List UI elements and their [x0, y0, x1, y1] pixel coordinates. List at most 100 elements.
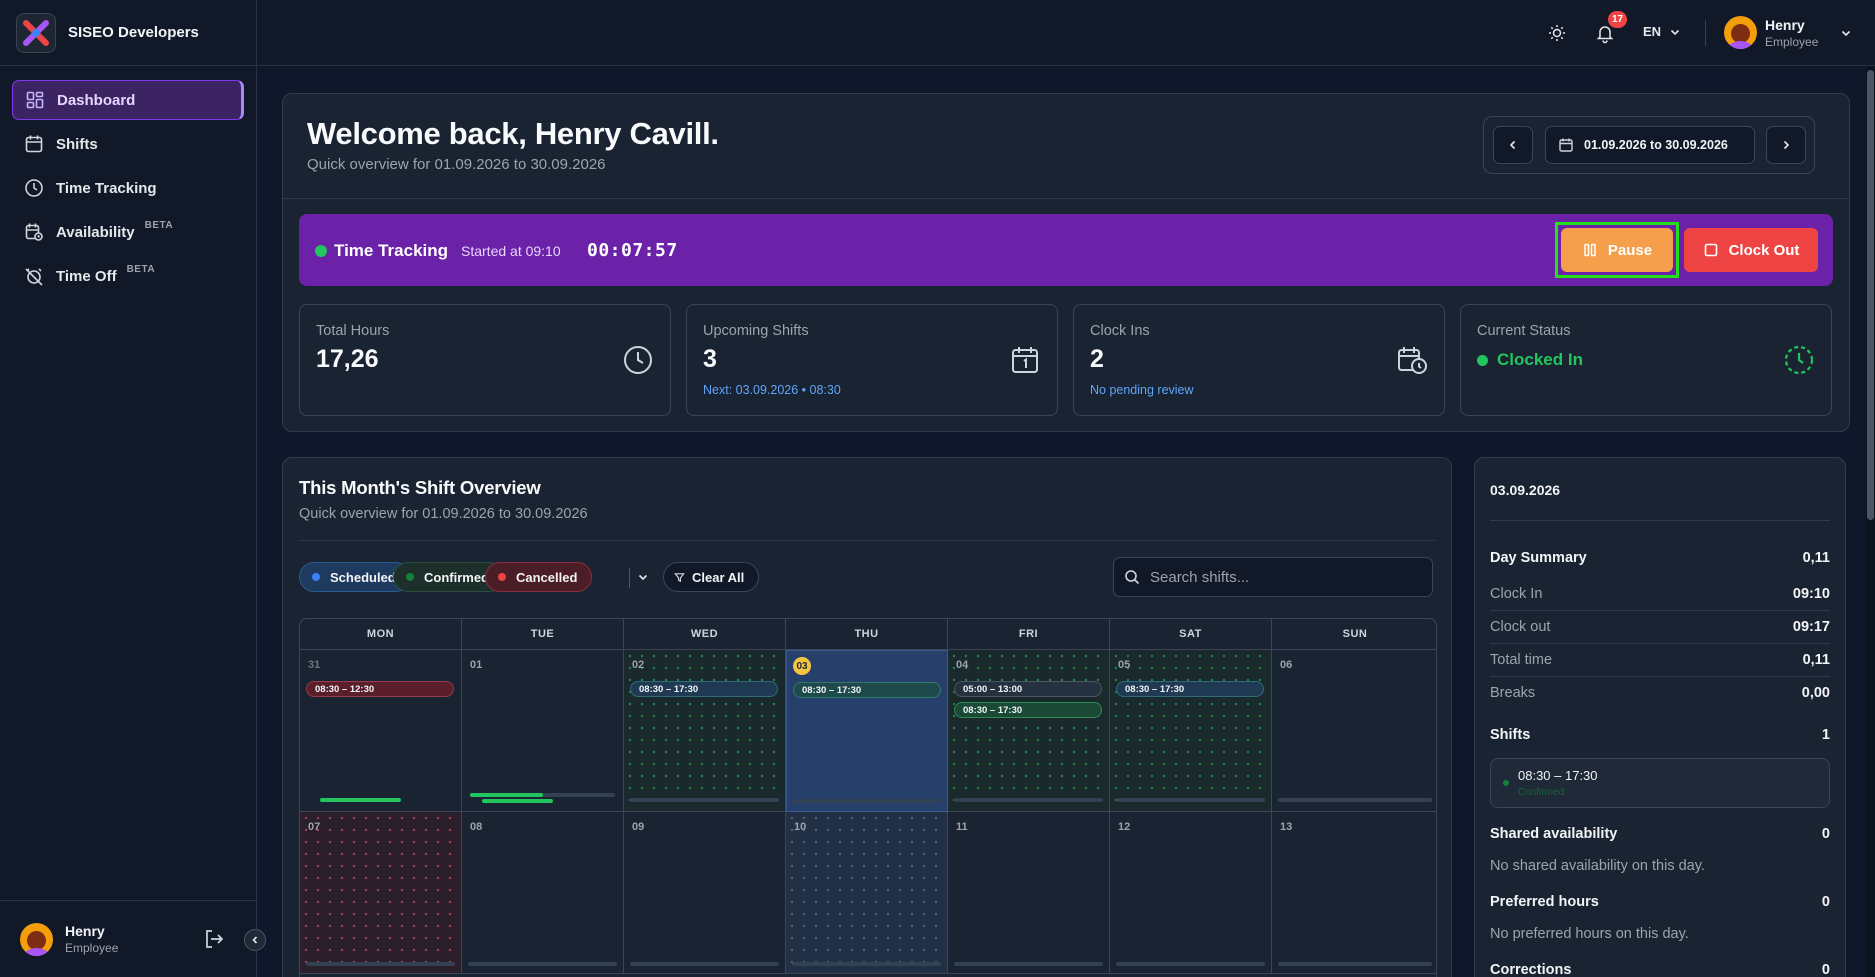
- search-input[interactable]: Search shifts...: [1113, 557, 1433, 597]
- theme-toggle-icon[interactable]: [1546, 22, 1568, 44]
- language-selector[interactable]: EN: [1643, 24, 1681, 39]
- stat-label: Total Hours: [316, 323, 390, 339]
- grid-icon: [26, 91, 44, 109]
- weekday-header: TUE: [462, 619, 624, 650]
- bell-icon[interactable]: [1594, 22, 1616, 44]
- shift-pill[interactable]: 08:30 – 17:30: [1116, 681, 1264, 697]
- shift-pill[interactable]: 05:00 – 13:00: [954, 681, 1102, 697]
- timeline-bar: [468, 962, 617, 966]
- date-range-picker[interactable]: 01.09.2026 to 30.09.2026: [1545, 126, 1755, 164]
- status-dot: [1477, 354, 1488, 366]
- shift-pill[interactable]: 08:30 – 17:30: [630, 681, 778, 697]
- day-number: 07: [308, 821, 321, 833]
- stat-label: Upcoming Shifts: [703, 323, 809, 339]
- avatar[interactable]: [20, 922, 53, 956]
- calendar-day[interactable]: 04 05:00 – 13:00 08:30 – 17:30: [948, 650, 1110, 812]
- prev-range-button[interactable]: [1493, 126, 1533, 164]
- timeline-bar: [1278, 962, 1432, 966]
- user-role: Employee: [1765, 34, 1819, 49]
- shift-pill[interactable]: 08:30 – 17:30: [954, 702, 1102, 718]
- divider: [283, 198, 1849, 199]
- weekday-header: FRI: [948, 619, 1110, 650]
- day-number: 05: [1118, 659, 1131, 671]
- calendar-day[interactable]: 12: [1110, 812, 1272, 974]
- calendar-day[interactable]: 01: [462, 650, 624, 812]
- row-label: Clock out: [1490, 619, 1551, 635]
- welcome-subtitle: Quick overview for 01.09.2026 to 30.09.2…: [307, 156, 606, 173]
- stat-note: Next: 03.09.2026 • 08:30: [703, 383, 841, 397]
- brand[interactable]: SISEO Developers: [0, 0, 256, 66]
- stat-value: 2: [1090, 345, 1104, 373]
- sidebar-item-shifts[interactable]: Shifts: [12, 124, 244, 164]
- calendar-day[interactable]: 11: [948, 812, 1110, 974]
- weekday-header: WED: [624, 619, 786, 650]
- chevron-down-icon: [1842, 30, 1851, 36]
- day-number: 06: [1280, 659, 1293, 671]
- shared-note: No shared availability on this day.: [1490, 858, 1705, 874]
- calendar-day-today[interactable]: 03 08:30 – 17:30: [786, 650, 948, 812]
- weekday-header: THU: [786, 619, 948, 650]
- filter-cancelled[interactable]: Cancelled: [485, 562, 593, 592]
- timeline-bar: [792, 962, 941, 966]
- stat-upcoming-shifts: Upcoming Shifts 3 Next: 03.09.2026 • 08:…: [686, 304, 1058, 416]
- calendar-day[interactable]: 13: [1272, 812, 1436, 974]
- shift-pill[interactable]: 08:30 – 17:30: [793, 682, 941, 698]
- user-menu[interactable]: Henry Employee: [1724, 16, 1852, 49]
- collapse-sidebar-button[interactable]: [244, 929, 266, 951]
- status-dot: [406, 573, 414, 581]
- stat-value: 17,26: [316, 345, 379, 373]
- weekday-header: SUN: [1272, 619, 1436, 650]
- sidebar-item-availability[interactable]: Availability BETA: [12, 212, 244, 252]
- row-label: Preferred hours: [1490, 894, 1599, 910]
- day-number: 09: [632, 821, 645, 833]
- timeline-bar: [630, 962, 779, 966]
- shift-pill[interactable]: 08:30 – 12:30: [306, 681, 454, 697]
- scrollbar-track[interactable]: [1866, 66, 1875, 977]
- row-value: 0: [1821, 894, 1830, 910]
- overview-subtitle: Quick overview for 01.09.2026 to 30.09.2…: [299, 506, 588, 522]
- calendar-day[interactable]: 08: [462, 812, 624, 974]
- sidebar-item-dashboard[interactable]: Dashboard: [12, 80, 244, 120]
- sidebar-item-time-off[interactable]: Time Off BETA: [12, 256, 244, 296]
- stat-current-status: Current Status Clocked In: [1460, 304, 1832, 416]
- calendar-day[interactable]: 10: [786, 812, 948, 974]
- day-number: 12: [1118, 821, 1131, 833]
- row-value: 09:17: [1792, 619, 1830, 635]
- welcome-card: Welcome back, Henry Cavill. Quick overvi…: [282, 93, 1850, 432]
- calendar-clock-icon: [25, 223, 43, 241]
- timeline-bar: [320, 798, 401, 802]
- sidebar-nav: Dashboard Shifts Time Tracking Availabil…: [0, 66, 256, 314]
- calendar-day[interactable]: 02 08:30 – 17:30: [624, 650, 786, 812]
- weekday-header: SAT: [1110, 619, 1272, 650]
- chevron-down-icon[interactable]: [637, 571, 649, 583]
- status-dot: [1503, 780, 1509, 786]
- day-summary-panel: 03.09.2026 Day Summary 0,11 Clock In 09:…: [1474, 457, 1846, 977]
- row-value: 0,11: [1802, 652, 1830, 668]
- pause-button[interactable]: Pause: [1561, 228, 1673, 272]
- row-value: 1: [1821, 727, 1830, 743]
- clock-icon: [25, 179, 43, 197]
- timeline-bar-worked: [470, 793, 543, 797]
- tracking-started: Started at 09:10: [461, 243, 561, 259]
- row-label: Shifts: [1490, 727, 1531, 743]
- brand-name: SISEO Developers: [68, 24, 199, 41]
- sidebar-item-time-tracking[interactable]: Time Tracking: [12, 168, 244, 208]
- scrollbar-thumb[interactable]: [1867, 70, 1874, 520]
- calendar-day[interactable]: 06: [1272, 650, 1436, 812]
- filter-separator: [629, 568, 630, 588]
- time-tracking-banner: Time Tracking Started at 09:10 00:07:57 …: [299, 214, 1833, 286]
- calendar-day[interactable]: 31 08:30 – 12:30: [300, 650, 462, 812]
- calendar-day[interactable]: 07: [300, 812, 462, 974]
- tracking-title: Time Tracking: [334, 241, 449, 260]
- next-range-button[interactable]: [1766, 126, 1806, 164]
- clear-all-button[interactable]: Clear All: [663, 562, 760, 592]
- stat-label: Clock Ins: [1090, 323, 1150, 339]
- day-number: 11: [956, 821, 968, 833]
- shift-entry[interactable]: 08:30 – 17:30 Confirmed: [1490, 758, 1830, 808]
- stat-value: 3: [703, 345, 717, 373]
- logout-icon[interactable]: [203, 928, 225, 950]
- clock-out-button[interactable]: Clock Out: [1684, 228, 1818, 272]
- filter-scheduled[interactable]: Scheduled: [299, 562, 411, 592]
- calendar-day[interactable]: 05 08:30 – 17:30: [1110, 650, 1272, 812]
- calendar-day[interactable]: 09: [624, 812, 786, 974]
